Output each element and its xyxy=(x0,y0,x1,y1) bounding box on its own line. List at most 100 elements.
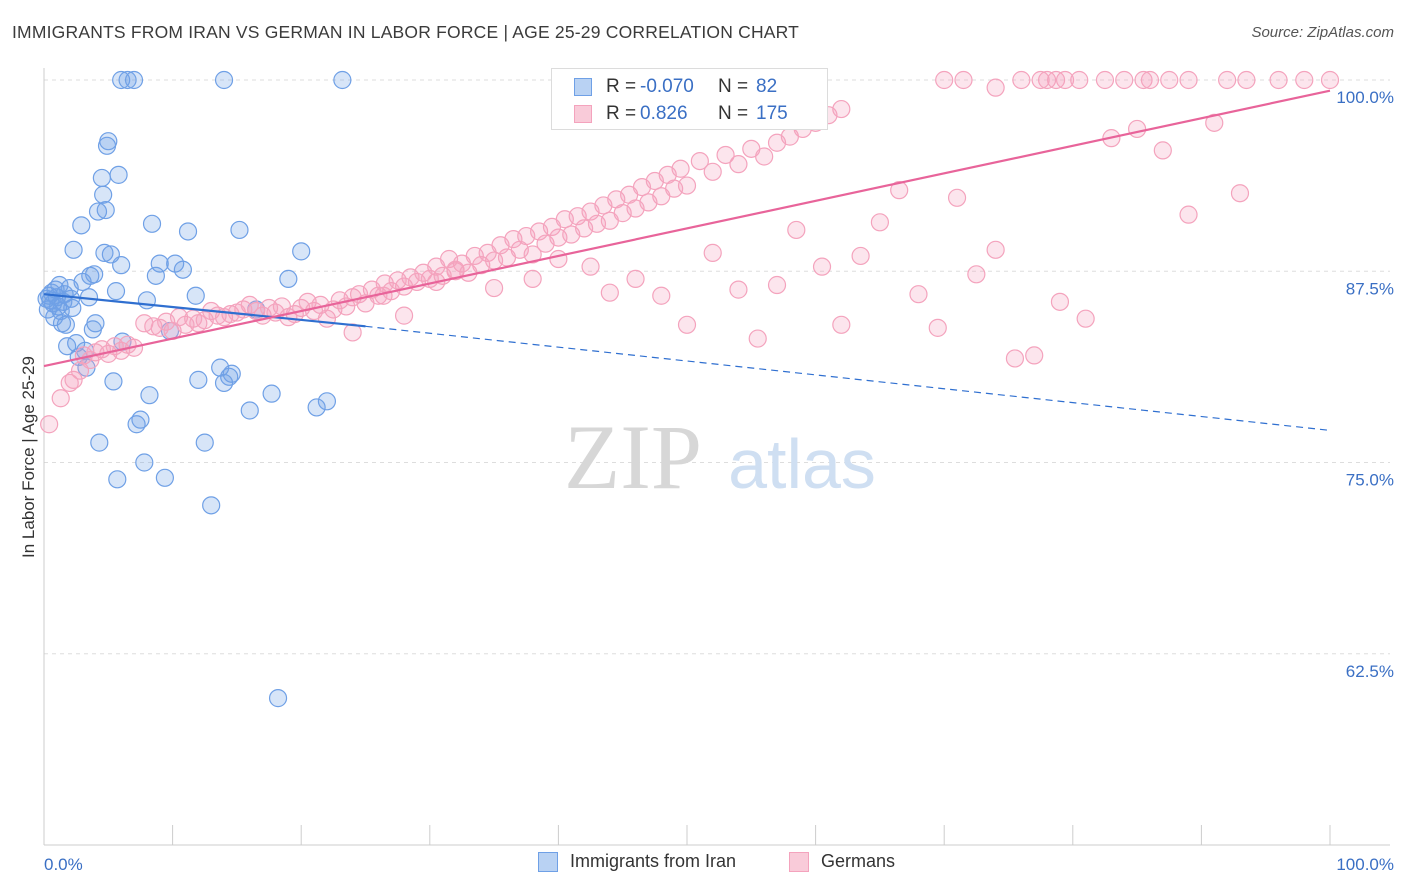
legend-r-value: -0.070 xyxy=(640,76,694,97)
german-point-167 xyxy=(1320,70,1340,90)
iran-point-63 xyxy=(189,370,208,389)
german-point-168 xyxy=(986,78,1005,97)
chart-title: IMMIGRANTS FROM IRAN VS GERMAN IN LABOR … xyxy=(12,22,800,42)
iran-point-73 xyxy=(262,384,281,403)
legend-item-iran[interactable]: Immigrants from Iran xyxy=(538,851,736,872)
german-point-124 xyxy=(703,243,722,262)
german-point-164 xyxy=(1237,70,1256,90)
watermark-atlas: atlas xyxy=(728,425,876,503)
german-point-102 xyxy=(729,155,748,174)
german-point-98 xyxy=(677,176,697,195)
iran-point-23 xyxy=(72,216,91,235)
iran-point-19 xyxy=(63,298,82,318)
german-point-163 xyxy=(1218,70,1237,90)
watermark: ZIP atlas xyxy=(564,406,876,508)
trend-iran-solid xyxy=(43,293,366,328)
german-point-128 xyxy=(787,220,806,240)
german-point-138 xyxy=(986,240,1005,259)
iran-point-42 xyxy=(106,282,126,301)
grid-lines xyxy=(44,79,1390,655)
trend-lines xyxy=(43,89,1331,431)
iran-point-37 xyxy=(96,200,115,220)
german-point-133 xyxy=(890,181,909,200)
legend-swatch-german xyxy=(574,105,592,123)
german-point-140 xyxy=(1025,346,1044,365)
legend-r-label: R = xyxy=(606,103,637,124)
iran-point-20 xyxy=(64,240,83,259)
iran-point-50 xyxy=(131,410,150,429)
correlation-legend: R = -0.070 N = 82 R = 0.826 N = 175 xyxy=(551,68,828,130)
german-point-3 xyxy=(64,370,83,389)
iran-point-47 xyxy=(118,70,137,90)
watermark-zip: ZIP xyxy=(564,406,702,508)
legend-item-german[interactable]: Germans xyxy=(789,851,895,872)
german-point-127 xyxy=(767,275,787,295)
german-point-104 xyxy=(755,147,774,166)
iran-point-79 xyxy=(112,70,131,90)
iran-point-31 xyxy=(86,314,105,333)
legend-n-label: N = xyxy=(718,76,749,97)
y-tick-label-2: 87.5% xyxy=(1346,279,1394,298)
legend-n-label: N = xyxy=(718,103,749,124)
german-point-125 xyxy=(729,280,748,299)
iran-point-52 xyxy=(137,291,156,310)
german-point-149 xyxy=(935,70,954,90)
iran-point-64 xyxy=(195,433,214,452)
german-point-141 xyxy=(1050,292,1070,311)
iran-point-78 xyxy=(317,392,337,411)
german-point-0 xyxy=(40,415,59,434)
german-point-100 xyxy=(703,162,722,181)
iran-point-41 xyxy=(104,372,123,391)
legend-swatch-iran xyxy=(574,78,592,96)
german-point-146 xyxy=(1179,205,1198,224)
german-point-161 xyxy=(1160,70,1179,90)
german-point-147 xyxy=(1205,113,1224,132)
x-tick-label-1: 100.0% xyxy=(1336,855,1394,874)
iran-point-51 xyxy=(135,453,154,472)
iran-point-43 xyxy=(108,470,127,489)
german-point-1 xyxy=(51,389,70,408)
german-point-135 xyxy=(928,318,947,337)
iran-point-30 xyxy=(85,265,104,284)
german-point-165 xyxy=(1269,70,1288,90)
iran-point-44 xyxy=(109,165,128,184)
trend-german xyxy=(43,89,1331,368)
german-point-142 xyxy=(1076,309,1095,328)
german-point-158 xyxy=(1115,70,1134,90)
german-point-117 xyxy=(523,269,542,288)
german-point-97 xyxy=(671,159,690,178)
german-point-119 xyxy=(581,257,600,276)
series-iran xyxy=(37,70,352,708)
german-point-118 xyxy=(549,249,568,269)
german-point-166 xyxy=(1295,70,1314,90)
german-point-150 xyxy=(954,70,973,90)
german-point-162 xyxy=(1179,70,1198,90)
german-point-145 xyxy=(1153,141,1172,160)
german-point-155 xyxy=(1055,70,1075,90)
iran-point-48 xyxy=(124,70,144,90)
legend-row-german: R = 0.826 N = 175 xyxy=(574,101,788,127)
iran-point-81 xyxy=(333,70,352,90)
iran-point-77 xyxy=(307,398,326,417)
german-point-159 xyxy=(1134,70,1153,90)
iran-point-32 xyxy=(88,202,108,221)
german-point-151 xyxy=(1012,70,1031,90)
y-tick-label-3: 100.0% xyxy=(1336,88,1394,107)
series-legend: Immigrants from Iran Germans xyxy=(0,851,1406,877)
german-point-136 xyxy=(947,188,967,207)
german-point-152 xyxy=(1031,70,1050,90)
iran-point-74 xyxy=(268,689,288,708)
iran-point-68 xyxy=(220,367,239,386)
iran-point-10 xyxy=(50,275,69,295)
trend-iran-dashed xyxy=(365,325,1331,431)
german-point-139 xyxy=(1005,349,1025,368)
iran-point-45 xyxy=(112,256,131,275)
legend-swatch-german xyxy=(789,851,809,872)
german-point-113 xyxy=(394,306,414,325)
german-point-74 xyxy=(523,245,542,264)
iran-point-54 xyxy=(142,214,162,233)
german-point-134 xyxy=(909,285,928,304)
german-point-116 xyxy=(485,278,504,298)
iran-point-35 xyxy=(94,185,113,204)
german-point-123 xyxy=(677,315,697,334)
